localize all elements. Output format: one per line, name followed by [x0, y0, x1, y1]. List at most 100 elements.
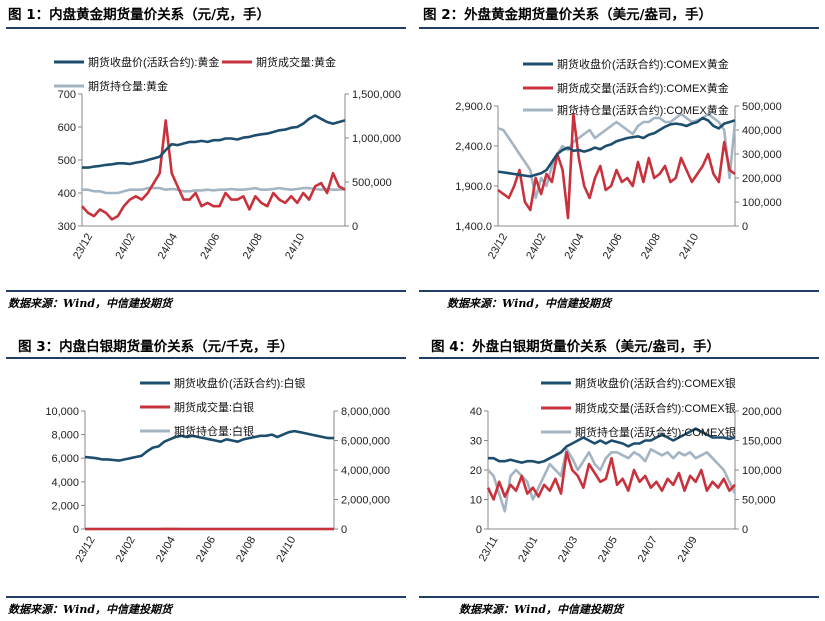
- x-tick-label: 24/10: [283, 232, 307, 262]
- chart-panel-2: 图 2：外盘黄金期货量价关系（美元/盎司，手） 1,400.0 1,900.0 2,…: [413, 0, 825, 310]
- series-line: [82, 186, 346, 195]
- right-tick-label: 6,000,000: [341, 436, 390, 448]
- x-tick-label: 24/01: [516, 535, 540, 565]
- chart-panel-3: 图 3：内盘白银期货量价关系（元/千克，手） 0 2,000 4,000 6,000 8…: [0, 311, 412, 621]
- x-tick-label: 24/08: [241, 232, 265, 262]
- series-line: [497, 112, 737, 200]
- chart-title: 图 3：内盘白银期货量价关系（元/千克，手）: [18, 339, 294, 355]
- left-tick-label: 2,900.0: [455, 101, 492, 113]
- series-line: [486, 451, 736, 501]
- left-tick-label: 600: [58, 122, 76, 134]
- x-tick-label: 24/04: [154, 535, 178, 565]
- legend-label: 期货成交量(活跃合约):COMEX黄金: [557, 81, 729, 95]
- x-tick-label: 24/02: [524, 232, 548, 262]
- source-note: 数据来源：Wind，中信建投期货: [459, 603, 624, 616]
- x-tick-label: 24/06: [601, 232, 625, 262]
- right-tick-label: 2,000,000: [341, 495, 390, 507]
- right-tick-label: 0: [742, 221, 748, 233]
- legend-label: 期货持仓量:白银: [174, 424, 254, 438]
- series-line: [497, 116, 736, 178]
- x-tick-label: 23/11: [477, 535, 501, 564]
- left-tick-label: 6,000: [51, 453, 79, 465]
- legend-label: 期货成交量(活跃合约):COMEX银: [575, 401, 736, 415]
- series-line: [488, 427, 736, 464]
- series-line: [82, 114, 346, 169]
- legend-label: 期货收盘价(活跃合约):黄金: [88, 55, 219, 69]
- chart-title: 图 1：内盘黄金期货量价关系（元/克，手）: [8, 7, 271, 23]
- x-tick-label: 24/02: [114, 535, 138, 565]
- series-line: [84, 429, 334, 462]
- right-tick-label: 500,000: [742, 101, 782, 113]
- source-rule: [6, 290, 406, 292]
- x-tick-label: 24/06: [198, 232, 222, 262]
- left-tick-label: 2,400.0: [455, 141, 492, 153]
- chart-svg: 0 2,000 4,000 6,000 8,000 10,000 0 2,000,000 4,0…: [45, 376, 390, 565]
- x-tick-label: 24/02: [113, 232, 137, 262]
- left-tick-label: 10: [470, 495, 482, 507]
- left-tick-label: 10,000: [45, 406, 79, 418]
- title-rule: [6, 357, 406, 359]
- chart-svg: 300 400 500 600 700 0 500,000 1,000,000 1,500,00…: [54, 55, 401, 262]
- x-tick-label: 24/06: [194, 535, 218, 565]
- legend-label: 期货收盘价(活跃合约):COMEX银: [575, 376, 736, 390]
- right-tick-label: 50,000: [742, 495, 776, 507]
- right-tick-label: 300,000: [742, 149, 782, 161]
- right-tick-label: 100,000: [742, 465, 782, 477]
- left-tick-label: 400: [58, 188, 76, 200]
- right-tick-label: 8,000,000: [341, 406, 390, 418]
- left-tick-label: 2,000: [51, 500, 79, 512]
- legend-label: 期货成交量:黄金: [256, 55, 336, 69]
- legend-label: 期货收盘价(活跃合约):白银: [174, 376, 305, 390]
- legend-label: 期货成交量:白银: [174, 400, 254, 414]
- right-tick-label: 200,000: [742, 173, 782, 185]
- left-tick-label: 500: [58, 155, 76, 167]
- right-tick-label: 100,000: [742, 197, 782, 209]
- title-rule: [419, 27, 819, 29]
- title-rule: [419, 357, 819, 359]
- right-tick-label: 0: [352, 221, 358, 233]
- right-tick-label: 200,000: [742, 406, 782, 418]
- right-tick-label: 0: [742, 524, 748, 536]
- x-tick-label: 24/05: [596, 535, 620, 565]
- chart-title: 图 2：外盘黄金期货量价关系（美元/盎司，手）: [423, 7, 713, 23]
- left-tick-label: 700: [58, 89, 76, 101]
- series-line: [497, 112, 736, 220]
- legend-label: 期货收盘价(活跃合约):COMEX黄金: [557, 57, 729, 71]
- source-note: 数据来源：Wind，中信建投期货: [447, 297, 612, 310]
- x-tick-label: 24/03: [556, 535, 580, 565]
- chart-svg: 0 10 20 30 40 0 50,000 100,000 150,000 200,000 23/…: [470, 376, 782, 565]
- x-tick-label: 23/12: [73, 535, 97, 565]
- x-tick-label: 24/10: [274, 535, 298, 565]
- title-rule: [6, 27, 406, 29]
- x-tick-label: 24/08: [234, 535, 258, 565]
- left-tick-label: 8,000: [51, 430, 79, 442]
- left-tick-label: 0: [73, 524, 79, 536]
- source-note: 数据来源：Wind，中信建投期货: [8, 603, 173, 616]
- left-tick-label: 300: [58, 221, 76, 233]
- series-line: [81, 119, 346, 221]
- source-note: 数据来源：Wind，中信建投期货: [8, 297, 173, 310]
- left-tick-label: 20: [470, 465, 482, 477]
- left-tick-label: 40: [470, 406, 482, 418]
- chart-panel-4: 图 4：外盘白银期货量价关系（美元/盎司，手） 0 10 20 30 40 0 50,000…: [413, 311, 825, 621]
- source-rule: [6, 596, 406, 598]
- source-rule: [419, 596, 819, 598]
- left-tick-label: 1,900.0: [455, 181, 492, 193]
- right-tick-label: 1,000,000: [352, 133, 401, 145]
- x-tick-label: 24/08: [639, 231, 663, 261]
- x-tick-label: 23/12: [71, 232, 95, 262]
- x-tick-label: 24/07: [636, 535, 660, 565]
- right-tick-label: 150,000: [742, 436, 782, 448]
- left-tick-label: 1,400.0: [455, 221, 492, 233]
- x-tick-label: 24/04: [156, 232, 180, 262]
- x-tick-label: 24/10: [677, 232, 701, 262]
- left-tick-label: 30: [470, 436, 482, 448]
- left-tick-label: 4,000: [51, 477, 79, 489]
- x-tick-label: 23/12: [486, 232, 510, 262]
- legend-label: 期货持仓量(活跃合约):COMEX黄金: [557, 103, 729, 117]
- right-tick-label: 500,000: [352, 177, 392, 189]
- left-tick-label: 0: [476, 524, 482, 536]
- legend-label: 期货持仓量:黄金: [88, 79, 168, 93]
- x-tick-label: 24/04: [562, 232, 586, 262]
- right-tick-label: 4,000,000: [341, 465, 390, 477]
